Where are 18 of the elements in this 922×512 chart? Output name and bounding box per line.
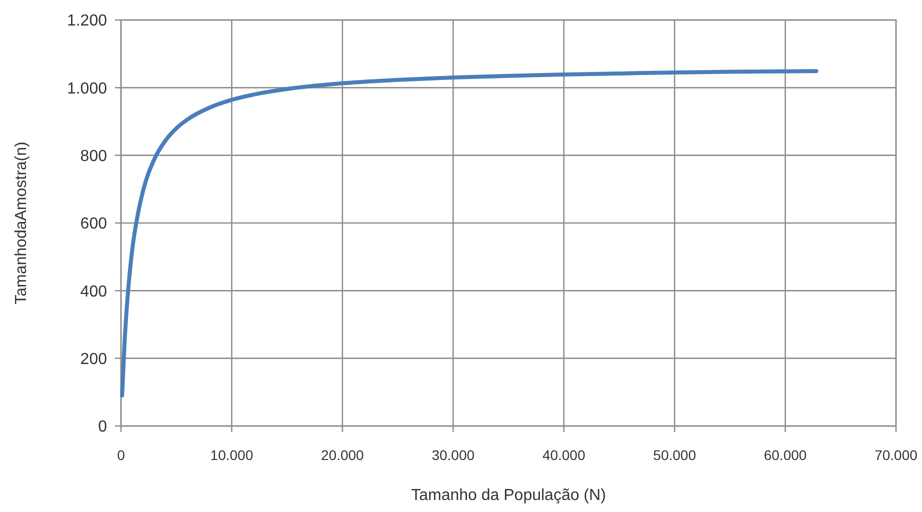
y-tick-label: 0: [98, 418, 108, 436]
x-tick-label: 70.000: [874, 447, 918, 463]
line-series: [120, 69, 818, 398]
x-tick-label: 40.000: [542, 447, 586, 463]
x-tick-label: 60.000: [764, 447, 807, 463]
y-tick-label: 1.200: [66, 12, 108, 30]
x-axis-title: Tamanho da População (N): [411, 487, 606, 504]
x-tick-label: 20.000: [321, 447, 364, 463]
y-tick-label: 200: [80, 350, 108, 368]
y-tick-label: 1.000: [66, 80, 108, 98]
x-tick-label: 0: [117, 447, 126, 463]
x-tick-label: 50.000: [653, 447, 696, 463]
x-tick-label: 10.000: [210, 447, 254, 463]
y-tick-label: 600: [80, 216, 108, 233]
x-tick-label: 30.000: [432, 447, 475, 463]
y-tick-label: 400: [80, 283, 108, 300]
y-axis-title: TamanhodaAmostra(n): [13, 142, 30, 304]
y-tick-label: 800: [80, 148, 108, 165]
